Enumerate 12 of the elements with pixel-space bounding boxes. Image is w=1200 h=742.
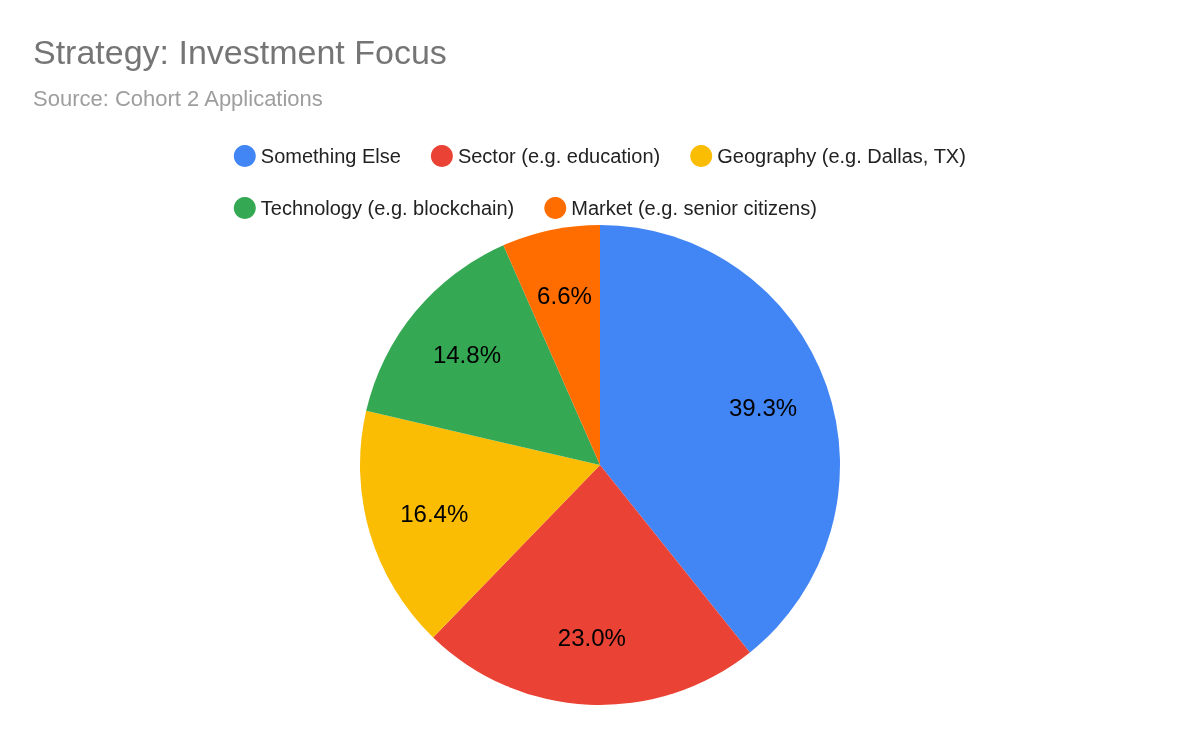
data-label: 14.8% [432, 341, 501, 369]
data-label: 39.3% [729, 394, 798, 422]
legend-label: Technology (e.g. blockchain) [260, 197, 515, 219]
legend-label: Sector (e.g. education) [457, 145, 661, 167]
legend-label: Market (e.g. senior citizens) [571, 197, 817, 219]
chart-subtitle: Source: Cohort 2 Applications [33, 85, 323, 111]
data-label: 23.0% [557, 624, 626, 652]
legend-label: Something Else [260, 145, 401, 167]
legend-label: Geography (e.g. Dallas, TX) [717, 145, 966, 167]
data-label: 16.4% [400, 500, 469, 528]
chart-title: Strategy: Investment Focus [33, 33, 447, 71]
data-label: 6.6% [537, 282, 592, 310]
